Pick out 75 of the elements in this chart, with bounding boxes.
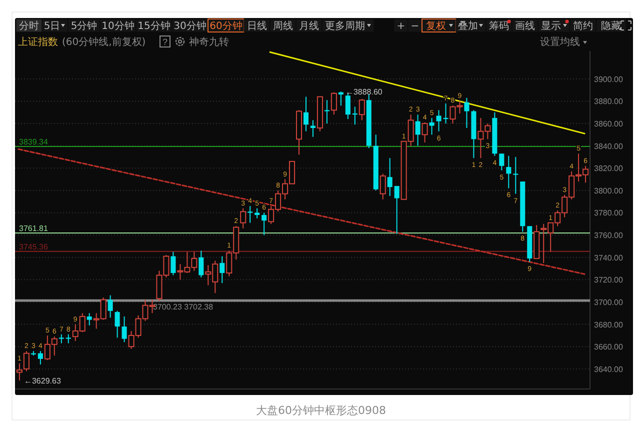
candlestick [415, 114, 420, 146]
text: 周线 [273, 20, 293, 32]
candlestick [108, 294, 113, 318]
y-tick-label: 3680.00 [594, 320, 624, 330]
candlestick [170, 251, 176, 276]
text: 叠加 [458, 20, 478, 32]
text: 复权 [426, 20, 446, 32]
candlestick [254, 208, 260, 219]
text: 10分钟 [102, 20, 134, 32]
annotation: ←3888.60 [345, 88, 383, 97]
text: 筹码 [489, 20, 509, 32]
text: 60分钟 [210, 20, 242, 32]
candlestick [240, 208, 246, 229]
text: − [410, 21, 420, 32]
candlestick [330, 92, 337, 116]
candlestick [38, 350, 43, 365]
y-tick-label: 3880.00 [594, 97, 624, 106]
y-tick-label: 3640.00 [594, 364, 624, 374]
text: 简约 [573, 20, 593, 32]
chart-subtitle: (60分钟线,前复权) [62, 36, 146, 48]
text: 显示 [541, 21, 561, 32]
y-tick-label: 3860.00 [594, 120, 624, 129]
y-tick-label: 3800.00 [594, 186, 624, 196]
candlestick [220, 256, 225, 284]
y-tick-label: 3720.00 [594, 276, 624, 285]
candlestick [86, 312, 92, 326]
y-tick-label: 3700.00 [594, 298, 624, 307]
text: 神奇九转 [189, 36, 229, 48]
candlestick [513, 156, 518, 194]
candlestick [303, 96, 309, 132]
y-tick-label: 3900.00 [594, 74, 624, 84]
text: 5分钟 [70, 20, 98, 32]
candlestick [198, 250, 204, 278]
y-tick-label: 3840.00 [594, 142, 624, 151]
candlestick [422, 122, 428, 143]
text: 15分钟 [138, 20, 170, 32]
text: 月线 [299, 20, 319, 32]
candlestick [429, 117, 434, 136]
candlestick [464, 97, 470, 128]
candlestick [114, 310, 120, 338]
text: 设置均线 [540, 36, 580, 48]
candlestick [352, 106, 358, 126]
candlestick [122, 316, 127, 343]
candlestick [387, 158, 392, 197]
text: ? [162, 37, 168, 47]
y-tick-label: 3760.00 [594, 231, 624, 240]
candlestick [262, 212, 267, 236]
ref-line-label: 3745.36 [19, 242, 48, 252]
y-tick-label: 3820.00 [594, 164, 624, 174]
text: 日线 [247, 20, 267, 32]
band-label: 3700.23 3702.38 [153, 302, 214, 312]
candlestick [358, 98, 365, 121]
annotation: ←3629.63 [24, 376, 62, 386]
candlestick [324, 100, 330, 124]
text: 隐藏 [601, 20, 621, 32]
text: 分时 [19, 20, 39, 32]
ref-line-label: 3839.34 [19, 138, 48, 147]
text: 30分钟 [174, 20, 206, 32]
candlestick [506, 155, 512, 189]
y-tick-label: 3780.00 [594, 208, 624, 218]
text: 画线 [515, 20, 535, 32]
y-tick-label: 3740.00 [594, 253, 624, 262]
text: 大盘60分钟中枢形态0908 [256, 404, 386, 417]
candlestick [310, 120, 316, 138]
ref-line-label: 3761.81 [19, 224, 48, 234]
candlestick [248, 206, 253, 224]
candlestick [380, 173, 386, 200]
text: 更多周期 [325, 20, 365, 32]
y-tick-label: 3660.00 [594, 342, 624, 352]
text: 5日 [44, 21, 60, 32]
candlestick [23, 350, 30, 372]
candlestick [499, 153, 504, 171]
candlestick [394, 185, 400, 234]
text: + [396, 21, 406, 32]
chart-title: 上证指数 [18, 37, 58, 48]
